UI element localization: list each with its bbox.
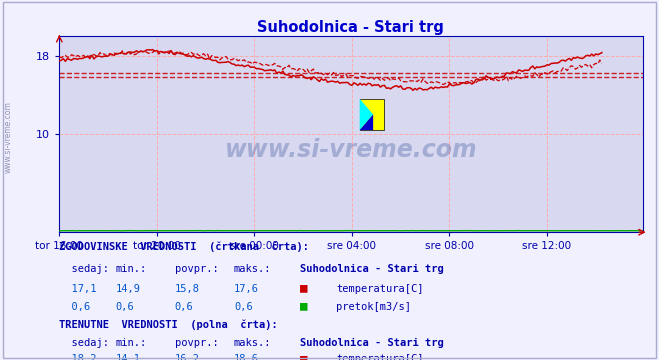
Text: 16,2: 16,2 — [175, 354, 200, 360]
Text: Suhodolnica - Stari trg: Suhodolnica - Stari trg — [300, 338, 444, 348]
Text: maks.:: maks.: — [234, 264, 272, 274]
Text: 15,8: 15,8 — [175, 284, 200, 294]
Text: sedaj:: sedaj: — [59, 264, 109, 274]
Text: min.:: min.: — [115, 338, 146, 348]
Text: sedaj:: sedaj: — [59, 338, 109, 348]
FancyBboxPatch shape — [360, 99, 384, 130]
Text: povpr.:: povpr.: — [175, 264, 218, 274]
Polygon shape — [360, 114, 373, 130]
Text: ■: ■ — [300, 352, 307, 360]
Text: ZGODOVINSKE  VREDNOSTI  (črtkana  črta):: ZGODOVINSKE VREDNOSTI (črtkana črta): — [59, 242, 309, 252]
Text: 0,6: 0,6 — [115, 302, 134, 312]
Text: ■: ■ — [300, 300, 307, 312]
Text: temperatura[C]: temperatura[C] — [336, 284, 424, 294]
Text: TRENUTNE  VREDNOSTI  (polna  črta):: TRENUTNE VREDNOSTI (polna črta): — [59, 319, 278, 330]
Text: temperatura[C]: temperatura[C] — [336, 354, 424, 360]
Text: Suhodolnica - Stari trg: Suhodolnica - Stari trg — [300, 264, 444, 274]
Text: www.si-vreme.com: www.si-vreme.com — [3, 101, 13, 173]
Text: 17,1: 17,1 — [59, 284, 97, 294]
Text: 17,6: 17,6 — [234, 284, 259, 294]
Title: Suhodolnica - Stari trg: Suhodolnica - Stari trg — [258, 20, 444, 35]
Text: www.si-vreme.com: www.si-vreme.com — [225, 138, 477, 162]
Polygon shape — [360, 99, 373, 130]
Text: pretok[m3/s]: pretok[m3/s] — [336, 302, 411, 312]
Text: 0,6: 0,6 — [59, 302, 90, 312]
Text: ■: ■ — [300, 282, 307, 294]
Text: 18,6: 18,6 — [234, 354, 259, 360]
Text: 18,2: 18,2 — [59, 354, 97, 360]
Text: 14,9: 14,9 — [115, 284, 140, 294]
Text: min.:: min.: — [115, 264, 146, 274]
Text: maks.:: maks.: — [234, 338, 272, 348]
Text: 0,6: 0,6 — [234, 302, 252, 312]
Text: 14,1: 14,1 — [115, 354, 140, 360]
Text: 0,6: 0,6 — [175, 302, 193, 312]
Text: povpr.:: povpr.: — [175, 338, 218, 348]
